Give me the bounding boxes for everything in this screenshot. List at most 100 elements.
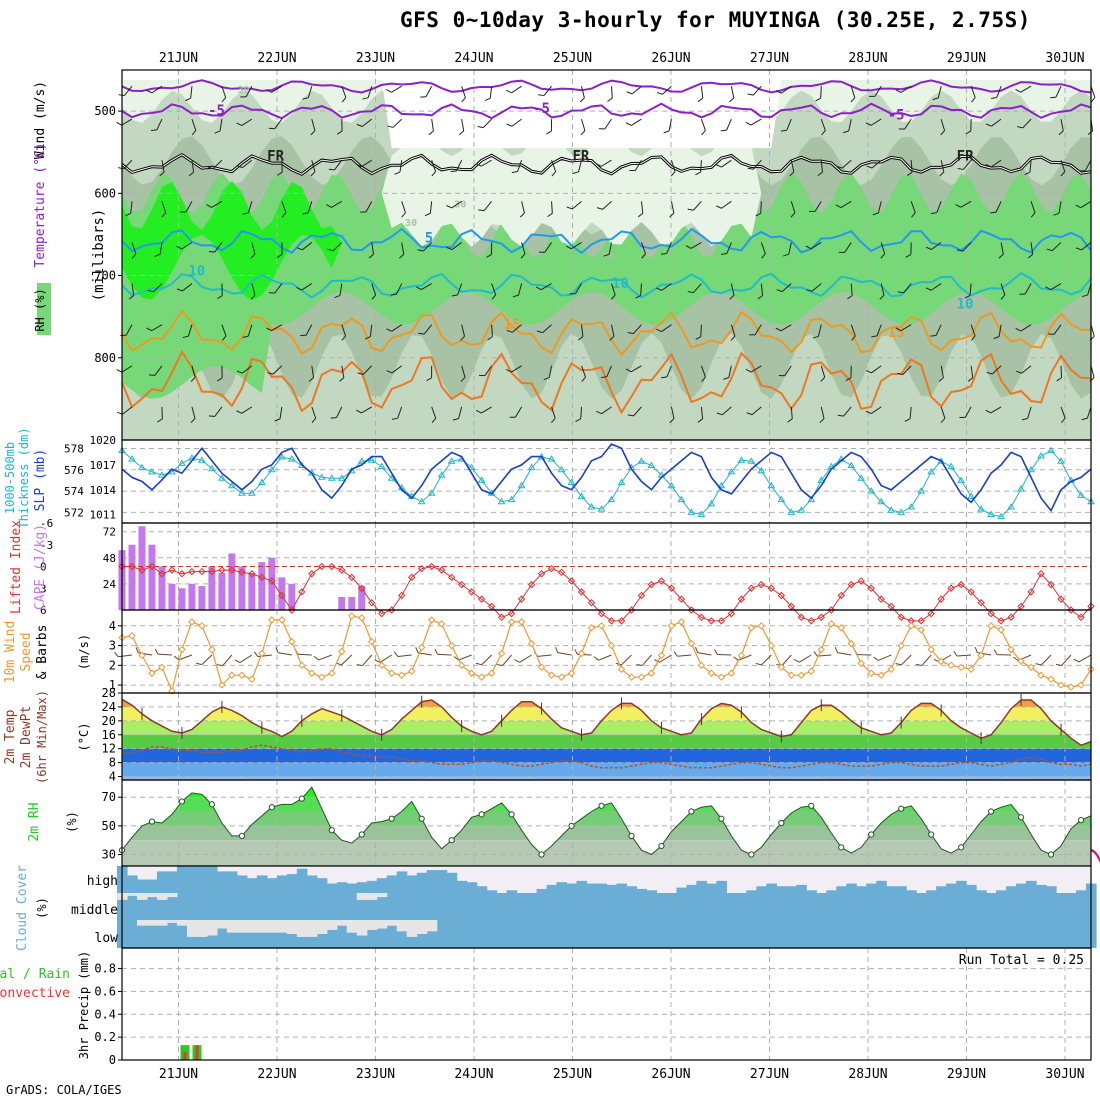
lifted-index-point — [597, 609, 606, 618]
wind-barb — [654, 654, 672, 663]
isotherm-minus5 — [121, 102, 1092, 120]
wind-barb — [609, 324, 615, 341]
wind-barb — [685, 242, 702, 249]
cloud-middle-bar — [666, 893, 678, 920]
cloud-middle-bar — [386, 893, 398, 920]
cloud-middle-bar — [906, 893, 917, 920]
wind-barb — [626, 85, 642, 95]
contour-label: -5 — [208, 103, 225, 119]
cloud-high-bar — [136, 879, 148, 893]
cloud-middle-bar — [326, 893, 338, 920]
cloud-high-bar — [296, 868, 308, 893]
wind-speed-point — [398, 671, 406, 679]
cloud-low-bar — [206, 935, 218, 948]
wind-barb — [368, 242, 375, 259]
wind-barb — [300, 324, 313, 337]
wind-barb — [519, 201, 525, 218]
thickness-point — [807, 495, 816, 503]
thickness-point — [148, 467, 156, 475]
wind-barb — [895, 85, 912, 93]
wind-barb — [154, 648, 172, 656]
cloud-high-bar — [596, 883, 608, 893]
minmax-axis-title: (6hr Min/Max) — [35, 690, 49, 784]
rh2m-point — [778, 819, 785, 827]
cloud-middle-bar — [676, 893, 688, 920]
temp-band — [122, 706, 1091, 721]
wind-speed-point — [348, 612, 356, 620]
wind-barb — [695, 324, 702, 340]
wind-barb — [116, 365, 133, 373]
wind-barb — [535, 283, 552, 291]
wind-speed-point — [867, 669, 875, 677]
thickness-point — [437, 471, 446, 478]
cloud-high-bar — [606, 884, 618, 893]
wind-barb — [446, 242, 462, 251]
contour-label: FR — [267, 148, 284, 164]
wind-barb — [964, 283, 972, 299]
cloud-middle-bar — [126, 895, 138, 920]
cloud-high-bar — [366, 880, 378, 893]
wind-speed-point — [687, 639, 696, 648]
cloud-high-bar — [936, 886, 947, 893]
cloud-low-bar — [916, 920, 927, 948]
rh2m-axis-units: (%) — [65, 811, 79, 833]
wind-barb — [182, 324, 193, 339]
wind-speed-point — [537, 663, 546, 672]
cloud-low-bar — [976, 920, 987, 948]
cloud-low-bar — [966, 920, 977, 948]
cloud-middle-bar — [436, 893, 448, 920]
cloud-middle-bar — [266, 893, 278, 920]
cloud-low-bar — [956, 920, 967, 948]
cloud-middle-bar — [316, 893, 328, 920]
wind-barb — [938, 365, 944, 382]
wind-barb — [760, 242, 766, 259]
cloud-middle-bar — [1046, 893, 1057, 920]
cloud-high-bar — [346, 883, 358, 893]
day-label-top: 28JUN — [848, 51, 887, 66]
wind-barb — [117, 159, 133, 170]
wind-barb — [520, 242, 526, 259]
wind-speed-point — [937, 657, 945, 666]
rh2m-point — [808, 802, 815, 809]
wind-speed-point — [527, 639, 536, 648]
day-label-top: 23JUN — [356, 51, 395, 66]
wind-speed-point — [308, 669, 316, 677]
wind-speed-point — [797, 671, 806, 679]
lifted-index-point — [457, 580, 466, 589]
day-label-bottom: 21JUN — [159, 1067, 198, 1082]
cloud-low-bar — [216, 928, 228, 948]
thickness-point — [957, 476, 966, 483]
wind-barb — [932, 86, 942, 101]
wind-barb — [940, 406, 946, 424]
wind-barb — [596, 200, 612, 210]
wind-speed-point — [1047, 675, 1055, 683]
wind-barb — [757, 283, 764, 300]
thickness-point — [617, 478, 626, 486]
cloud-gap — [396, 920, 408, 932]
wind-barb — [838, 242, 852, 253]
cloud-gap — [216, 920, 228, 929]
thickness-point — [727, 467, 736, 475]
wind-barb — [820, 365, 826, 382]
cloud-high-bar — [776, 886, 787, 893]
wind-speed-point — [268, 616, 276, 624]
cloud-high-bar — [226, 871, 238, 893]
day-label-bottom: 28JUN — [848, 1067, 887, 1082]
lifted-index-point — [817, 613, 825, 621]
cape-bar — [158, 566, 166, 610]
wind-speed-point — [967, 665, 975, 673]
cloud-high-bar — [586, 883, 598, 893]
cloud-low-bar — [126, 920, 138, 948]
wind-barb — [572, 160, 583, 174]
rh2m-tick-label: 70 — [102, 790, 116, 804]
lifted-index-point — [657, 577, 666, 585]
cloud-low-bar — [786, 920, 797, 948]
lifted-index-point — [1027, 588, 1035, 596]
cloud-low-bar — [766, 920, 777, 948]
thickness-point — [247, 489, 256, 496]
cloud-middle-bar — [416, 893, 428, 920]
wind-barb — [360, 201, 373, 213]
lifted-index-point — [268, 577, 276, 585]
cloud-high-bar — [386, 875, 398, 893]
wind-barb — [296, 283, 313, 291]
